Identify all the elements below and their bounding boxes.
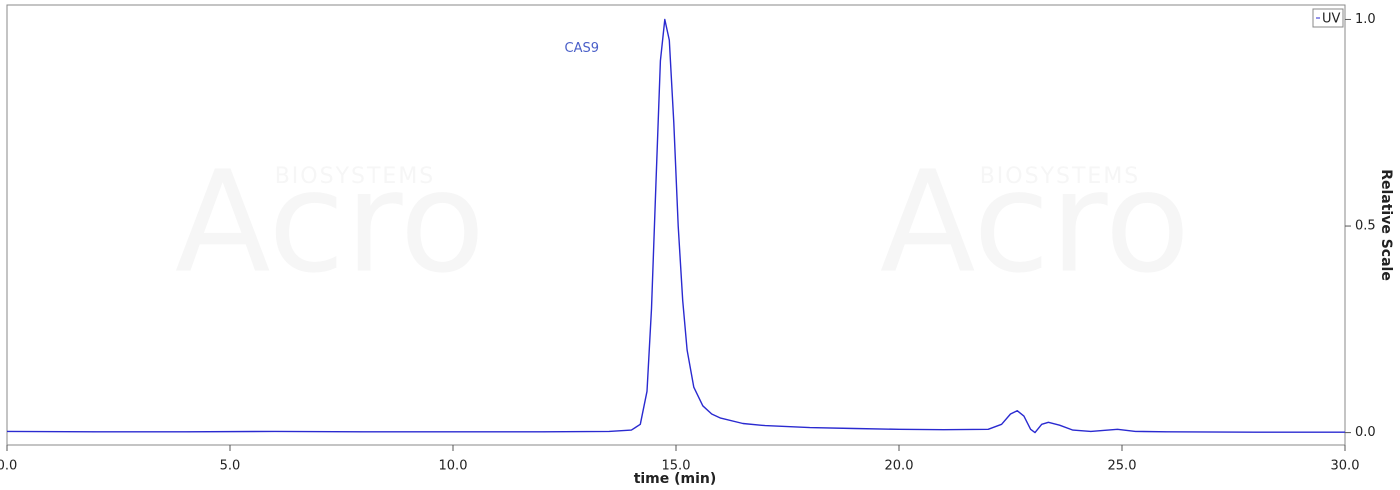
x-tick-label: 20.0 bbox=[885, 459, 914, 474]
watermark: BIOSYSTEMS bbox=[275, 164, 436, 189]
watermark: Acro bbox=[175, 142, 485, 305]
watermark: BIOSYSTEMS bbox=[980, 164, 1141, 189]
legend-label: UV bbox=[1322, 12, 1341, 27]
y-tick-label: 0.0 bbox=[1355, 425, 1376, 440]
legend-box bbox=[1312, 8, 1344, 28]
x-tick-label: 25.0 bbox=[1108, 459, 1137, 474]
watermark: Acro bbox=[880, 142, 1190, 305]
y-tick-label: 0.5 bbox=[1355, 219, 1376, 234]
x-tick-label: 5.0 bbox=[220, 459, 241, 474]
x-tick-label: 15.0 bbox=[662, 459, 691, 474]
y-tick-label: 1.0 bbox=[1355, 12, 1376, 27]
x-tick-label: 0.0 bbox=[0, 459, 17, 474]
uv-trace bbox=[6, 18, 1345, 434]
x-tick-label: 30.0 bbox=[1331, 459, 1360, 474]
y-axis-label: Relative Scale bbox=[1378, 169, 1394, 281]
x-tick-label: 10.0 bbox=[439, 459, 468, 474]
legend: UV bbox=[1312, 8, 1344, 28]
peak-annotation: CAS9 bbox=[565, 41, 600, 56]
x-axis-label: time (min) bbox=[634, 471, 717, 487]
